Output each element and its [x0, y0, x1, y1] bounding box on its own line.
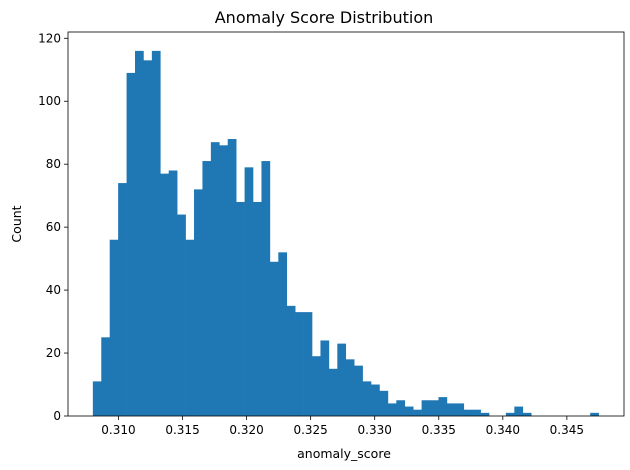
y-tick-label: 60: [46, 220, 61, 234]
histogram-bar: [160, 173, 170, 416]
x-tick-label: 0.345: [550, 423, 584, 437]
bars-layer: [92, 50, 599, 417]
histogram-bar: [379, 390, 389, 416]
histogram-bar: [463, 409, 473, 416]
histogram-bar: [185, 239, 195, 416]
histogram-bar: [194, 189, 203, 416]
histogram-bar: [219, 145, 229, 416]
histogram-bar: [269, 261, 279, 416]
x-axis-label: anomaly_score: [297, 446, 391, 461]
histogram-bar: [101, 337, 111, 416]
histogram-bar: [345, 359, 355, 416]
histogram-bar: [286, 305, 296, 416]
histogram-bar: [421, 400, 431, 416]
y-axis-ticks: 0 20 40 60 80 100 120: [38, 31, 68, 423]
histogram-bar: [337, 343, 347, 416]
histogram-bar: [371, 384, 380, 416]
histogram-bar: [480, 412, 490, 416]
histogram-bar: [328, 368, 338, 416]
y-tick-label: 20: [46, 346, 61, 360]
x-tick-label: 0.335: [422, 423, 456, 437]
histogram-bar: [118, 183, 127, 416]
histogram-bar: [202, 161, 212, 416]
histogram-bar: [92, 381, 102, 416]
histogram-bar: [505, 412, 515, 416]
histogram-bar: [135, 50, 144, 416]
histogram-bar: [590, 412, 599, 416]
histogram-bar: [210, 142, 220, 416]
histogram-bar: [168, 170, 178, 416]
histogram-bar: [430, 400, 439, 416]
histogram-bar: [126, 72, 136, 417]
histogram-bar: [404, 406, 414, 416]
x-tick-label: 0.320: [229, 423, 263, 437]
histogram-bar: [446, 403, 456, 416]
x-tick-label: 0.310: [101, 423, 135, 437]
y-tick-label: 40: [46, 283, 61, 297]
x-tick-label: 0.315: [165, 423, 199, 437]
histogram-bar: [261, 161, 271, 416]
histogram-bar: [514, 406, 524, 416]
x-tick-label: 0.340: [486, 423, 520, 437]
plot-frame: [67, 31, 625, 417]
histogram-bar: [227, 139, 237, 416]
histogram-bar: [151, 50, 161, 416]
x-tick-label: 0.325: [293, 423, 327, 437]
chart-title: Anomaly Score Distribution: [215, 8, 434, 27]
y-tick-label: 120: [38, 31, 61, 45]
y-tick-label: 0: [53, 409, 61, 423]
histogram-bar: [455, 403, 465, 416]
x-tick-label: 0.330: [358, 423, 392, 437]
x-axis-ticks: 0.310 0.315 0.320 0.325 0.330 0.335 0.340 0.345: [101, 416, 584, 437]
histogram-bar: [522, 412, 532, 416]
histogram-bar: [387, 403, 397, 416]
histogram-bar: [278, 252, 288, 416]
histogram-bar: [438, 397, 448, 416]
histogram-bar: [472, 409, 481, 416]
histogram-bar: [244, 167, 254, 416]
histogram-bar: [413, 409, 422, 416]
histogram-bar: [354, 365, 363, 416]
histogram-bar: [295, 312, 304, 416]
histogram-bar: [109, 239, 119, 416]
histogram-bar: [312, 356, 321, 416]
histogram-bar: [253, 201, 262, 416]
histogram-bar: [320, 340, 330, 416]
histogram-bar: [396, 400, 406, 416]
y-tick-label: 100: [38, 94, 61, 108]
histogram-bar: [362, 381, 372, 416]
y-axis-label: Count: [9, 205, 24, 242]
histogram-bar: [143, 60, 153, 416]
histogram-bar: [236, 201, 245, 416]
y-tick-label: 80: [46, 157, 61, 171]
histogram-bar: [177, 214, 186, 416]
histogram-bar: [303, 312, 313, 416]
